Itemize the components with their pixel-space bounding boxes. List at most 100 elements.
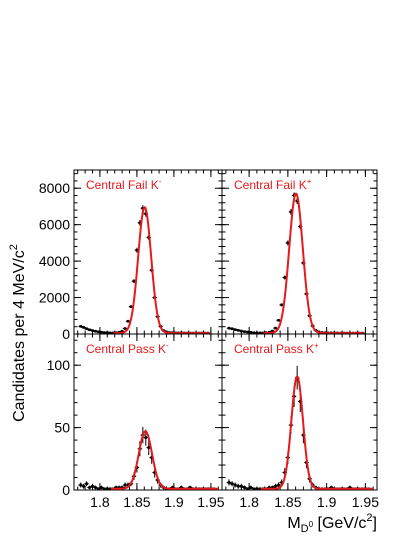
point-marker bbox=[240, 329, 243, 333]
fit-curve bbox=[263, 192, 364, 334]
data-point bbox=[99, 485, 104, 490]
panel-content bbox=[226, 365, 374, 490]
point-marker bbox=[108, 331, 112, 334]
y-axis-title-text: Candidates per 4 MeV/c bbox=[11, 250, 28, 422]
x-tick-label: 1.9 bbox=[164, 494, 184, 510]
data-point bbox=[93, 329, 98, 333]
point-marker bbox=[280, 303, 283, 307]
data-point bbox=[81, 483, 86, 489]
panel-title: Central Pass K- bbox=[86, 341, 169, 356]
data-point bbox=[119, 329, 125, 333]
point-marker bbox=[274, 326, 277, 330]
x-axis-title-main: M bbox=[287, 515, 300, 532]
panel-title: Central Pass K+ bbox=[234, 341, 319, 356]
point-marker bbox=[171, 486, 174, 489]
y-tick-label: 100 bbox=[47, 357, 71, 373]
y-axis-title-sup: 2 bbox=[8, 244, 20, 250]
point-marker bbox=[123, 483, 127, 487]
point-marker bbox=[246, 330, 249, 334]
point-marker bbox=[117, 486, 121, 489]
data-point bbox=[236, 329, 241, 332]
data-point bbox=[239, 483, 244, 489]
data-point bbox=[87, 328, 92, 332]
panel-frame bbox=[73, 333, 223, 491]
panel-title-sup: - bbox=[166, 341, 169, 350]
point-marker bbox=[141, 206, 145, 210]
point-marker bbox=[283, 276, 287, 279]
point-marker bbox=[255, 487, 259, 490]
data-point bbox=[81, 326, 86, 329]
panel-content bbox=[78, 426, 219, 490]
point-marker bbox=[114, 486, 118, 489]
data-point bbox=[93, 485, 98, 490]
x-axis-title-subsup: 0 bbox=[309, 520, 314, 529]
point-marker bbox=[147, 446, 151, 449]
panel-frame bbox=[221, 333, 378, 491]
point-marker bbox=[348, 486, 352, 489]
point-marker bbox=[227, 326, 231, 330]
point-marker bbox=[249, 486, 252, 489]
panel-content bbox=[226, 192, 365, 334]
panel-frame bbox=[221, 169, 378, 335]
data-point bbox=[87, 485, 92, 490]
x-axis-title-unit-sup: 2 bbox=[366, 512, 372, 524]
x-axis-title-unit-open: [GeV/c bbox=[313, 515, 366, 532]
y-tick-label: 4000 bbox=[39, 253, 70, 269]
panel-frame bbox=[73, 169, 223, 335]
data-point bbox=[84, 327, 89, 331]
point-marker bbox=[188, 486, 192, 489]
point-marker bbox=[132, 279, 136, 283]
point-marker bbox=[267, 486, 271, 489]
data-point bbox=[229, 481, 235, 487]
point-marker bbox=[230, 482, 234, 486]
point-marker bbox=[97, 330, 100, 334]
data-point bbox=[90, 329, 95, 332]
y-tick-label: 6000 bbox=[39, 217, 70, 233]
point-marker bbox=[227, 481, 231, 484]
point-marker bbox=[103, 331, 106, 334]
point-marker bbox=[233, 483, 237, 487]
point-marker bbox=[85, 482, 88, 486]
x-axis-title-unit-close: ] bbox=[373, 515, 377, 532]
y-tick-label: 0 bbox=[62, 482, 70, 498]
data-point bbox=[90, 483, 95, 489]
point-marker bbox=[100, 486, 103, 489]
x-tick-label: 1.85 bbox=[123, 494, 150, 510]
data-point bbox=[226, 479, 232, 486]
x-tick-label: 1.85 bbox=[274, 494, 301, 510]
data-point bbox=[239, 329, 244, 333]
data-point bbox=[232, 482, 238, 488]
panel-1: 0 2000 4000 6000 8000 Central Fail K- bbox=[39, 169, 223, 342]
point-marker bbox=[85, 327, 88, 331]
data-point bbox=[122, 327, 128, 330]
point-marker bbox=[94, 329, 97, 333]
panel-title-text: Central Fail K bbox=[86, 178, 159, 192]
x-axis-title-sub: D bbox=[301, 523, 309, 535]
point-marker bbox=[236, 484, 240, 488]
point-marker bbox=[120, 486, 124, 489]
point-marker bbox=[243, 486, 246, 489]
point-marker bbox=[103, 487, 106, 490]
point-marker bbox=[79, 483, 82, 487]
panel-title-sup: + bbox=[314, 341, 319, 350]
x-tick-label: 1.8 bbox=[90, 494, 110, 510]
point-marker bbox=[230, 327, 234, 331]
panel-title: Central Fail K+ bbox=[234, 177, 312, 192]
point-marker bbox=[258, 487, 262, 490]
data-point bbox=[232, 328, 238, 331]
data-point bbox=[273, 326, 278, 330]
panel-title: Central Fail K- bbox=[86, 177, 162, 192]
point-marker bbox=[261, 331, 265, 334]
point-marker bbox=[277, 483, 280, 487]
point-marker bbox=[252, 331, 256, 334]
point-marker bbox=[144, 436, 148, 439]
point-marker bbox=[277, 319, 280, 322]
point-marker bbox=[286, 241, 290, 245]
point-marker bbox=[246, 487, 249, 490]
point-marker bbox=[233, 328, 237, 331]
data-point bbox=[270, 329, 275, 333]
point-marker bbox=[91, 484, 94, 488]
y-tick-label: 2000 bbox=[39, 290, 70, 306]
